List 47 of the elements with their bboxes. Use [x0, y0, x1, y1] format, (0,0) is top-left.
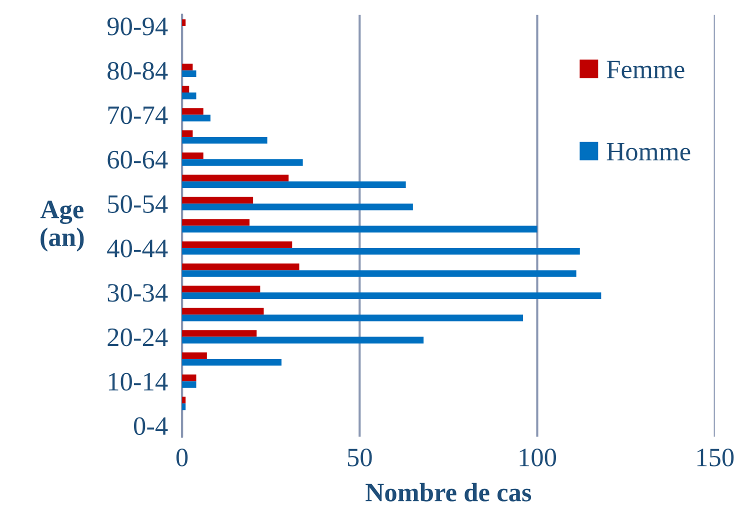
bar	[182, 108, 204, 115]
bar	[182, 152, 204, 160]
bar	[182, 241, 292, 248]
y-tick-label: 10-14	[108, 372, 168, 391]
bar	[182, 181, 406, 188]
y-tick-label: 80-84	[108, 62, 168, 80]
bar	[182, 270, 576, 277]
bar	[182, 286, 260, 292]
bar	[182, 174, 289, 182]
bar	[182, 130, 193, 137]
bar	[182, 308, 264, 315]
legend-label: Homme	[606, 143, 690, 161]
bar	[182, 70, 196, 78]
x-tick-label: 100	[520, 448, 556, 466]
x-axis-title: Nombre de cas	[366, 482, 532, 502]
y-tick-label: 90-94	[107, 18, 168, 36]
y-tick-label: 50-54	[108, 195, 168, 213]
bar	[182, 92, 196, 100]
bar	[182, 359, 282, 366]
y-axis-title: Age (an)	[40, 200, 84, 252]
bar	[182, 374, 196, 382]
x-tick-label: 50	[348, 448, 372, 466]
bar	[182, 292, 602, 300]
bar	[182, 64, 193, 70]
x-tick-label: 150	[697, 448, 734, 466]
bar	[182, 114, 210, 122]
bar	[182, 381, 196, 388]
y-tick-label: 40-44	[107, 240, 168, 258]
bar	[182, 219, 250, 226]
y-tick-label: 20-24	[108, 328, 168, 346]
bar	[182, 330, 257, 337]
y-tick-label: 30-34	[108, 284, 168, 302]
bar	[182, 264, 300, 270]
bar	[182, 204, 413, 210]
bar	[182, 352, 207, 360]
bar	[182, 159, 303, 166]
x-tick-label: 0	[176, 448, 188, 466]
bar	[182, 336, 424, 344]
bar	[182, 314, 524, 322]
bar	[182, 248, 580, 255]
y-tick-label: 70-74	[108, 106, 168, 124]
y-tick-label: 0-4	[134, 417, 168, 436]
bar	[182, 196, 254, 204]
y-tick-label: 60-64	[108, 150, 168, 169]
bar	[182, 226, 538, 232]
legend-label: Femme	[606, 60, 684, 78]
bar	[182, 136, 268, 144]
